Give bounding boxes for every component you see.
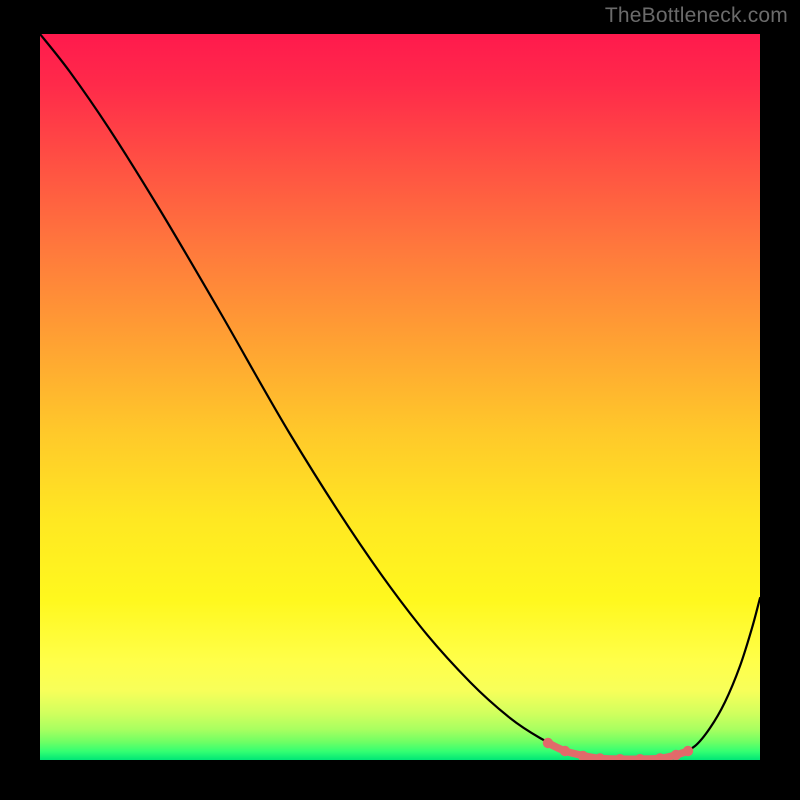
- marker-dot: [560, 746, 570, 756]
- marker-dot: [671, 750, 681, 760]
- watermark-text: TheBottleneck.com: [605, 4, 788, 28]
- bottleneck-curve-chart: [40, 34, 760, 760]
- gradient-background: [40, 34, 760, 760]
- chart-frame: TheBottleneck.com: [0, 0, 800, 800]
- plot-area: [40, 34, 760, 760]
- marker-dot: [543, 738, 553, 748]
- marker-dot: [683, 746, 693, 756]
